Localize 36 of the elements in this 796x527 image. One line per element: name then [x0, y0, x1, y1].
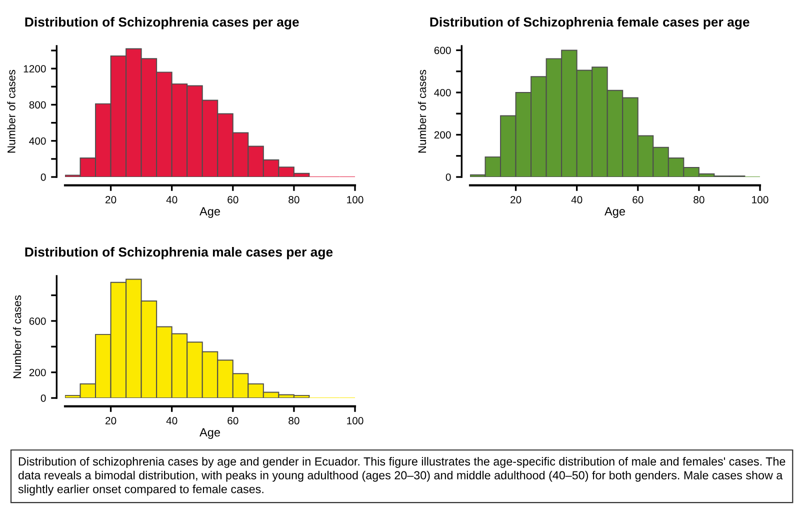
- x-tick-label: 100: [347, 196, 364, 204]
- y-tick-label: 0: [40, 394, 46, 402]
- x-tick-label: 40: [571, 196, 582, 204]
- y-tick-label: 600: [434, 46, 451, 54]
- x-tick-label: 20: [106, 417, 116, 424]
- x-axis-title: Age: [200, 428, 220, 439]
- y-tick-label: 400: [434, 88, 451, 96]
- x-tick-label: 40: [166, 417, 178, 424]
- y-axis-title: Number of cases: [12, 295, 22, 378]
- y-axis-title: Number of cases: [7, 70, 16, 153]
- x-tick-label: 20: [106, 196, 116, 204]
- y-tick-label: 0: [40, 174, 46, 181]
- x-tick-label: 60: [632, 196, 644, 204]
- x-tick-label: 60: [228, 196, 238, 204]
- y-tick-label: 800: [29, 101, 46, 109]
- x-tick-label: 60: [228, 417, 238, 424]
- x-axis-title: Age: [200, 207, 220, 218]
- y-tick-label: 200: [434, 131, 451, 139]
- x-tick-label: 100: [752, 196, 768, 204]
- x-tick-label: 80: [694, 196, 704, 204]
- x-tick-label: 80: [288, 417, 300, 424]
- x-tick-label: 40: [166, 196, 178, 204]
- chart-title: Distribution of Schizophrenia female cases per age: [430, 16, 750, 30]
- x-axis-title: Age: [604, 207, 625, 218]
- y-tick-label: 1200: [24, 65, 46, 72]
- text: Distribution of schizophrenia cases by age and gender in Ecuador. This figure illustrates the age-specific distribution of male and females' cases. The data reveals a bimodal distribution, with peaks in young adulthood (ages 20–30) and middle adulthood (40–50) for both genders. Male cases show a slightly earlier onset compared to female cases.: [18, 457, 786, 496]
- y-tick-label: 600: [29, 317, 46, 325]
- chart-title: Distribution of Schizophrenia male cases per age: [25, 246, 333, 260]
- y-tick-label: 200: [29, 368, 46, 376]
- x-tick-label: 80: [288, 196, 300, 204]
- x-tick-label: 100: [347, 417, 364, 424]
- y-axis-title: Number of cases: [418, 70, 426, 153]
- chart-title: Distribution of Schizophrenia cases per age: [25, 16, 299, 30]
- y-tick-label: 0: [446, 174, 451, 181]
- x-tick-label: 20: [510, 196, 522, 204]
- y-tick-label: 400: [29, 137, 46, 145]
